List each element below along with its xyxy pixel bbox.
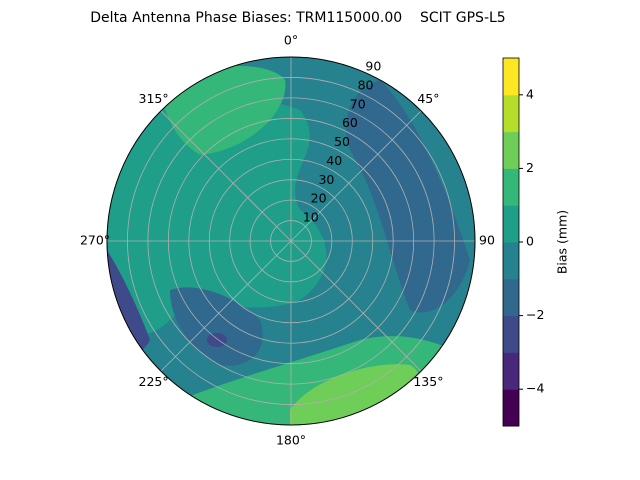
colorbar-band: [503, 278, 519, 317]
colorbar-band: [503, 94, 519, 133]
contour-region: [207, 333, 227, 347]
polar-frame: [106, 56, 476, 426]
grid-line: [290, 110, 422, 242]
colorbar-band: [503, 352, 519, 390]
theta-tick-label: 225°: [139, 374, 169, 389]
colorbar-tick-label: −2: [526, 307, 544, 322]
theta-tick-label: 45°: [417, 91, 439, 106]
chart-title: Delta Antenna Phase Biases: TRM115000.00…: [90, 10, 505, 26]
r-tick-label: 70: [350, 96, 366, 111]
contour-region: [170, 287, 263, 366]
colorbar-band: [503, 242, 519, 280]
colorbar-band: [503, 315, 519, 353]
r-tick-label: 30: [318, 172, 334, 187]
colorbar-band: [503, 168, 519, 206]
grid-line: [160, 240, 292, 372]
theta-tick-label: 0°: [284, 33, 298, 48]
grid-line: [290, 240, 422, 372]
colorbar-band: [503, 131, 519, 169]
r-tick-label: 40: [326, 153, 342, 168]
r-tick-label: 60: [342, 115, 358, 130]
r-tick-label: 50: [334, 134, 350, 149]
theta-tick-label: 90: [479, 233, 495, 248]
colorbar-band: [503, 389, 519, 427]
r-tick-label: 80: [358, 77, 374, 92]
r-tick-label: 90: [365, 59, 381, 74]
contour-region: [160, 66, 286, 155]
theta-tick-label: 315°: [139, 91, 169, 106]
theta-tick-label: 135°: [413, 374, 443, 389]
grid-line: [160, 110, 292, 242]
contour-region: [346, 80, 470, 313]
colorbar-tick-label: 2: [526, 160, 534, 175]
colorbar-label: Bias (mm): [555, 210, 570, 274]
colorbar-tick-label: 0: [526, 234, 534, 249]
r-tick-label: 20: [311, 191, 327, 206]
r-tick-label: 10: [303, 210, 319, 225]
colorbar-tick-label: 4: [526, 86, 534, 101]
theta-tick-label: 180°: [276, 433, 306, 448]
theta-tick-label: 270°: [80, 233, 110, 248]
colorbar-band: [503, 205, 519, 243]
colorbar-tick-label: −4: [526, 381, 544, 396]
colorbar-band: [503, 58, 519, 96]
